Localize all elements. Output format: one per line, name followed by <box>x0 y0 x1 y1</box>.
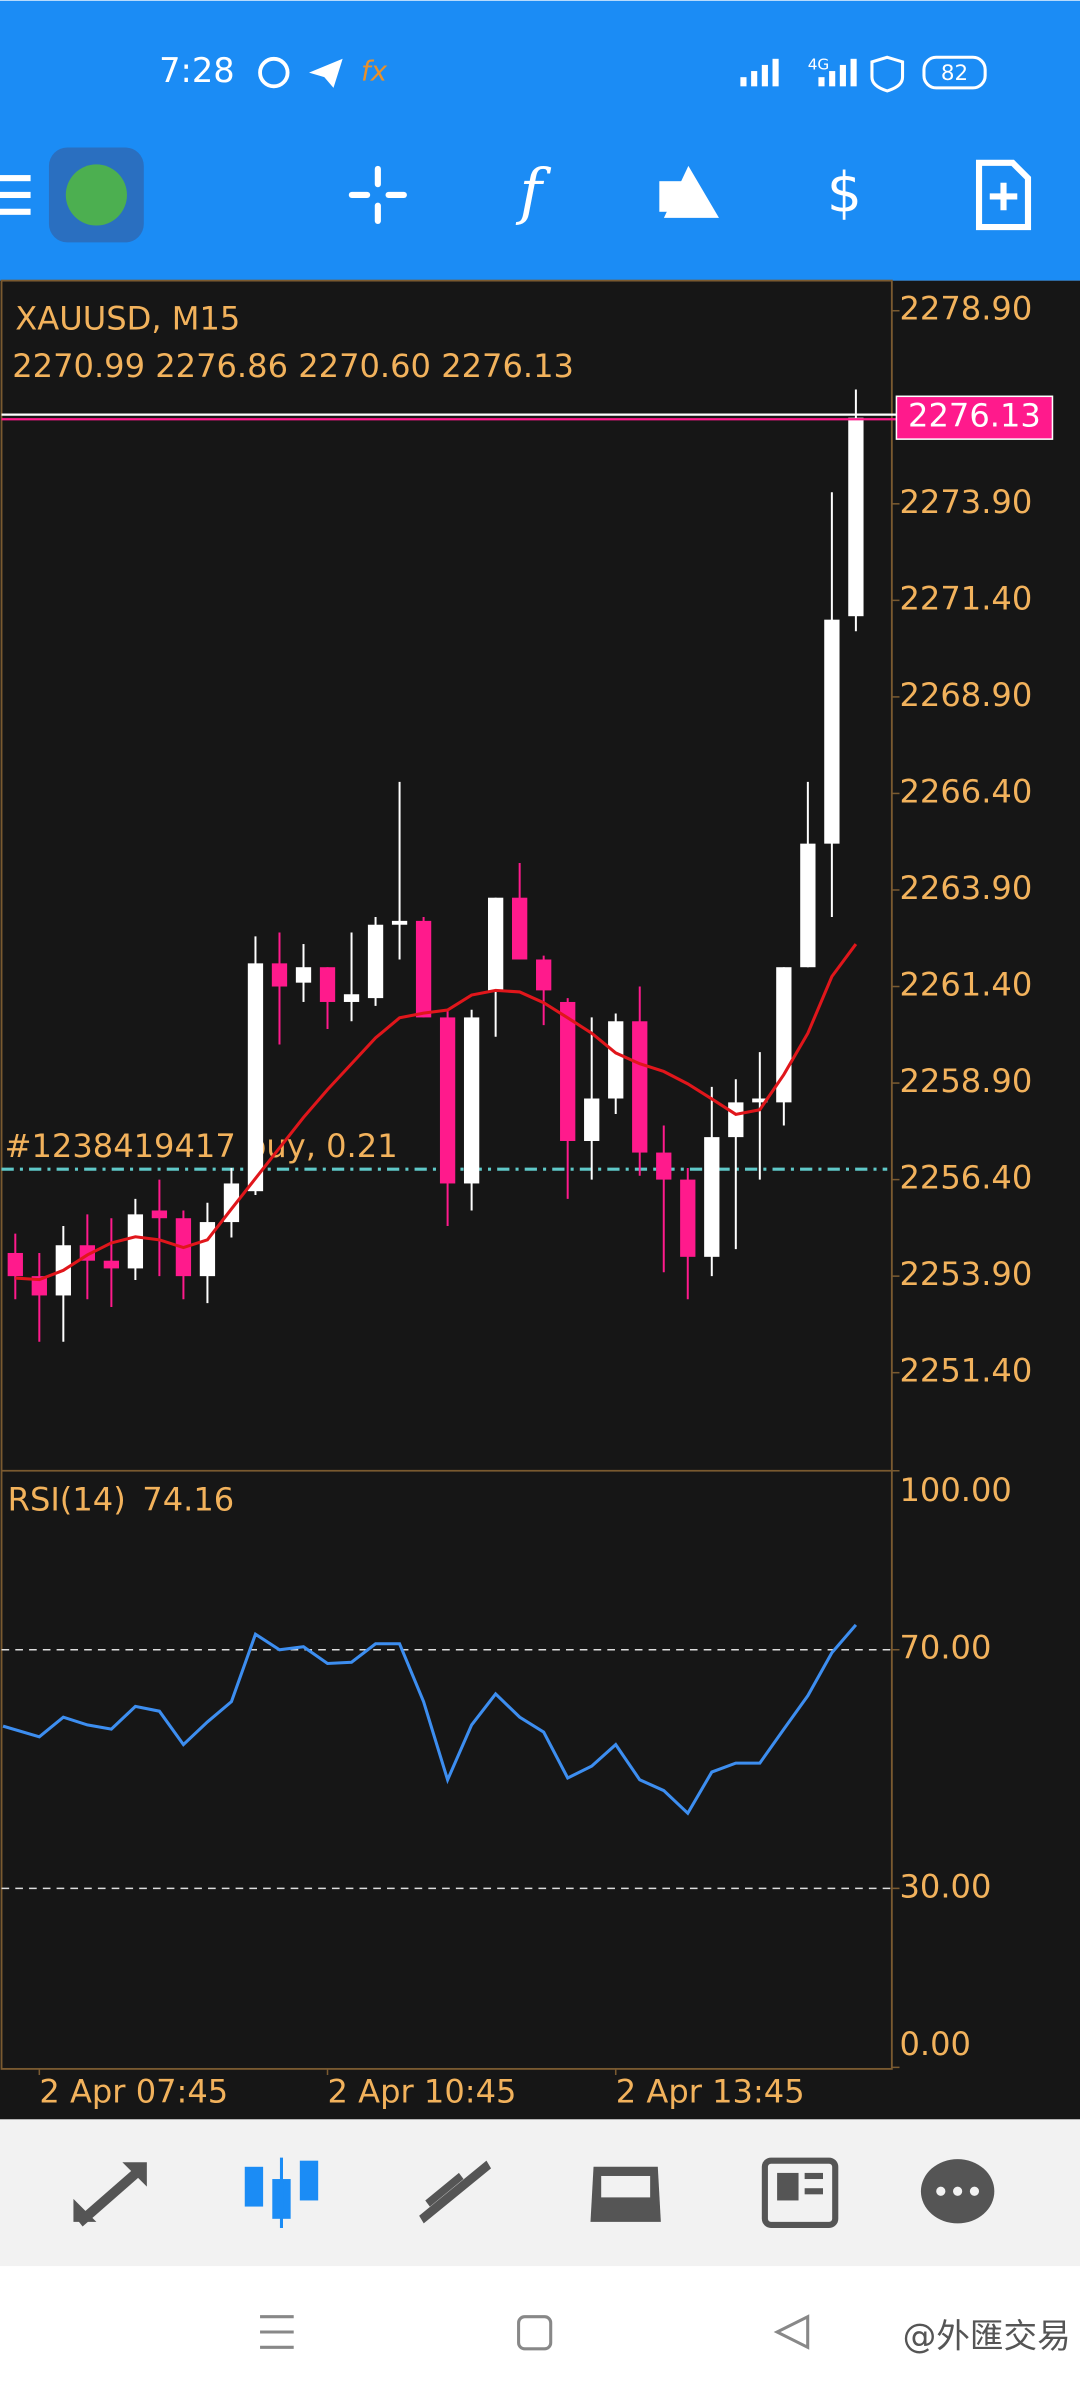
symbol-title: XAUUSD, M15 <box>15 299 240 337</box>
app-logo-globe <box>65 164 127 226</box>
chart-frame <box>0 279 893 2070</box>
back-button[interactable] <box>773 2314 810 2350</box>
objects-button[interactable] <box>659 165 719 218</box>
candle-body <box>584 1098 600 1141</box>
y-tick-label: 2261.40 <box>899 966 1032 1004</box>
candle-body <box>560 1001 576 1141</box>
x-tick-label: 2 Apr 13:45 <box>616 2072 805 2110</box>
y-tick-label: 2273.90 <box>899 483 1032 521</box>
rsi-value: 74.16 <box>142 1480 234 1518</box>
trade-tab[interactable] <box>419 2160 492 2224</box>
candle-body <box>271 963 288 987</box>
y-tick-label: 100.00 <box>899 1471 1011 1509</box>
battery-level: 82 <box>941 61 968 86</box>
top-bar <box>0 0 1080 281</box>
candle-body <box>848 417 864 617</box>
y-tick-label: 2258.90 <box>899 1062 1032 1100</box>
candle-body <box>367 924 384 999</box>
candle-body <box>103 1260 120 1269</box>
bottom-nav <box>0 2119 1080 2267</box>
y-tick-label: 0.00 <box>899 2025 970 2063</box>
menu-button[interactable] <box>0 175 31 215</box>
candle-body <box>415 920 432 1018</box>
candle-body <box>199 1222 216 1277</box>
chart-tab[interactable] <box>244 2157 319 2228</box>
candle-body <box>151 1210 168 1219</box>
candle-body <box>247 963 264 1192</box>
system-nav <box>0 2266 1080 2400</box>
candle-body <box>704 1137 720 1257</box>
candle-body <box>512 897 528 960</box>
watermark: @外匯交易 <box>903 2317 1071 2356</box>
x-tick-label: 2 Apr 10:45 <box>328 2072 517 2110</box>
last-price-label: 2276.13 <box>908 397 1041 435</box>
signal-icon-2 <box>818 58 857 87</box>
y-tick-label: 2256.40 <box>899 1159 1032 1197</box>
candle-body <box>295 967 312 983</box>
x-tick-label: 2 Apr 07:45 <box>39 2072 228 2110</box>
battery-icon <box>922 55 987 90</box>
rsi-line <box>2 1623 858 1816</box>
y-tick-label: 2278.90 <box>899 290 1032 328</box>
candle-body <box>7 1252 23 1277</box>
candle-body <box>536 959 552 991</box>
y-tick-label: 70.00 <box>899 1629 991 1667</box>
shield-icon <box>870 55 905 93</box>
y-tick-label: 2266.40 <box>899 772 1032 810</box>
new-order-button[interactable] <box>975 159 1032 231</box>
candle-body <box>728 1102 744 1138</box>
signal-icon <box>740 58 779 87</box>
candle-body <box>463 1017 480 1184</box>
telegram-icon <box>309 58 343 88</box>
y-tick-label: 2251.40 <box>899 1352 1032 1390</box>
ohlc-label: 2270.99 2276.86 2270.60 2276.13 <box>12 347 574 385</box>
status-time: 7:28 <box>159 51 235 90</box>
candle-body <box>391 920 408 925</box>
last-price-tag <box>895 395 1054 440</box>
candle-body <box>487 897 504 991</box>
y-tick-label: 2271.40 <box>899 579 1032 617</box>
candle-body <box>800 843 816 968</box>
y-tick-label: 2253.90 <box>899 1255 1032 1293</box>
candle-body <box>632 1021 648 1153</box>
candle-body <box>608 1021 624 1099</box>
candle-body <box>680 1179 696 1257</box>
candle-body <box>439 1017 456 1184</box>
network-type: 4G <box>808 55 830 73</box>
news-tab[interactable] <box>761 2157 839 2228</box>
home-button[interactable] <box>517 2315 553 2351</box>
y-tick-label: 2263.90 <box>899 869 1032 907</box>
chart-background <box>0 280 1080 2120</box>
candle-body <box>31 1276 47 1296</box>
trade-button[interactable]: $ <box>827 161 862 225</box>
y-tick-label: 2268.90 <box>899 676 1032 714</box>
candle-body <box>127 1214 144 1269</box>
candle-body <box>343 994 360 1002</box>
moving-average <box>15 943 858 1282</box>
recent-apps-button[interactable] <box>260 2315 294 2349</box>
rsi-title: RSI(14) <box>8 1480 126 1518</box>
order-label: #1238419417 buy, 0.21 <box>5 1127 398 1165</box>
candle-body <box>824 619 840 844</box>
chat-tab[interactable] <box>920 2159 995 2224</box>
y-tick-label: 30.00 <box>899 1867 991 1905</box>
fx-icon: fx <box>361 56 388 88</box>
crosshair-button[interactable] <box>348 165 407 225</box>
candle-body <box>752 1098 768 1103</box>
history-tab[interactable] <box>590 2166 661 2222</box>
whatsapp-icon <box>258 56 290 89</box>
candle-body <box>656 1152 672 1180</box>
candle-body <box>319 967 336 1002</box>
